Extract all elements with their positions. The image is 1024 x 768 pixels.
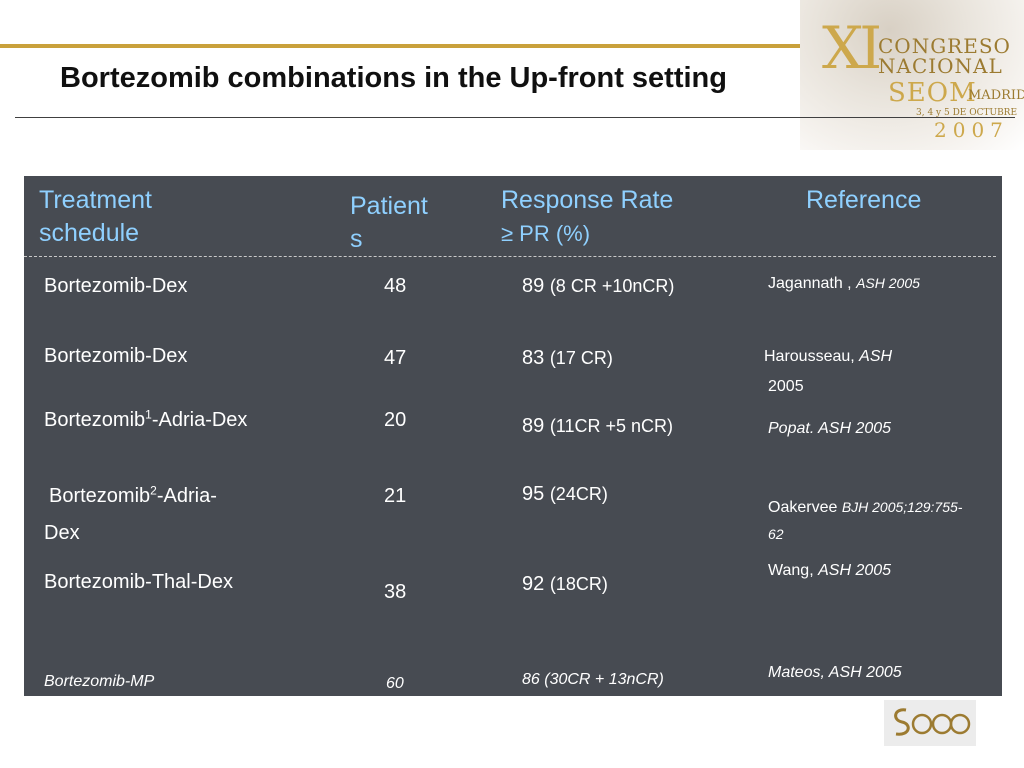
header-divider — [24, 256, 996, 257]
row1-response-detail: (8 CR +10nCR) — [549, 276, 675, 296]
header-patients-line2: s — [350, 225, 363, 253]
row4-response-detail: (24CR) — [549, 484, 608, 504]
row2-patients: 47 — [384, 347, 407, 369]
row2-response-value: 83 — [522, 347, 545, 369]
row6-patients: 60 — [386, 675, 404, 692]
row3-treatment: Bortezomib1-Adria-Dex — [44, 406, 247, 434]
row5-ref-author: Wang, — [768, 562, 819, 579]
header-response: Response Rate ≥ PR (%) — [501, 184, 673, 250]
logo-line-madrid: MADRID — [968, 88, 1024, 103]
logo-line-nacional: NACIONAL — [878, 54, 1003, 78]
seom-logo-mark — [894, 708, 971, 736]
row4-patients: 21 — [384, 485, 407, 507]
row4-treatment-drug: Bortezomib — [49, 485, 151, 507]
row6-reference: Mateos, ASH 2005 — [768, 664, 902, 681]
title-underline — [15, 117, 1015, 118]
row1-reference: Jagannath , ASH 2005 — [768, 268, 920, 299]
row4-ref-author: Oakervee — [768, 499, 842, 516]
logo-date: 3, 4 y 5 DE OCTUBRE — [916, 108, 1018, 118]
seom-logo — [884, 700, 976, 746]
row4-treatment-wrap: Dex — [44, 522, 80, 544]
row2-treatment: Bortezomib-Dex — [44, 345, 188, 367]
header-response-line2: ≥ PR (%) — [501, 221, 591, 246]
row5-ref-source: ASH 2005 — [818, 562, 892, 579]
row1-treatment: Bortezomib-Dex — [44, 275, 188, 297]
row3-treatment-rest: -Adria-Dex — [151, 409, 248, 431]
slide-title: Bortezomib combinations in the Up-front … — [60, 62, 727, 94]
row3-reference: Popat. ASH 2005 — [768, 420, 892, 437]
row1-ref-source: ASH 2005 — [856, 275, 920, 291]
row3-patients: 20 — [384, 409, 407, 431]
row1-patients: 48 — [384, 275, 407, 297]
logo-line-congreso: CONGRESO — [878, 34, 1011, 58]
header-treatment-line1: Treatment — [39, 186, 153, 214]
results-table: Treatment schedule Patient s Response Ra… — [24, 176, 1002, 696]
header-reference: Reference — [806, 186, 922, 214]
row2-response: 83 (17 CR) — [522, 344, 613, 372]
row3-response-value: 89 — [522, 415, 545, 437]
row1-response-value: 89 — [522, 275, 545, 297]
logo-year: 2007 — [934, 118, 1009, 142]
row5-response-value: 92 — [522, 573, 545, 595]
row4-treatment: Bortezomib2-Adria- Dex — [44, 482, 217, 547]
header-response-line1: Response Rate — [501, 186, 674, 214]
row3-treatment-drug: Bortezomib — [44, 409, 146, 431]
header-treatment-line2: schedule — [39, 219, 140, 247]
row1-response: 89 (8 CR +10nCR) — [522, 272, 674, 300]
row4-response-value: 95 — [522, 483, 545, 505]
congress-logo: XI CONGRESO NACIONAL SEOM MADRID 3, 4 y … — [800, 0, 1024, 150]
header-patients-line1: Patient — [350, 192, 428, 220]
row4-reference: Oakervee BJH 2005;129:755- 62 — [768, 492, 962, 545]
logo-mark: XI — [822, 14, 882, 82]
logo-line-seom: SEOM — [888, 78, 977, 108]
row3-response: 89 (11CR +5 nCR) — [522, 412, 673, 440]
row4-treatment-footnote: 2 — [150, 483, 157, 498]
header-patients: Patient s — [350, 190, 428, 256]
row5-reference: Wang, ASH 2005 — [768, 556, 891, 586]
row4-treatment-rest: -Adria- — [156, 485, 217, 507]
row5-treatment: Bortezomib-Thal-Dex — [44, 571, 233, 593]
row5-response-detail: (18CR) — [549, 574, 608, 594]
row2-ref-year: 2005 — [768, 378, 804, 395]
row4-response: 95 (24CR) — [522, 480, 608, 508]
top-accent-line — [0, 44, 840, 48]
row2-reference: Harousseau, ASH 2005 — [764, 342, 892, 402]
row6-treatment: Bortezomib-MP — [44, 673, 155, 690]
row2-response-detail: (17 CR) — [549, 348, 613, 368]
row3-treatment-footnote: 1 — [145, 407, 152, 422]
row3-response-detail: (11CR +5 nCR) — [549, 416, 674, 436]
row6-response: 86 (30CR + 13nCR) — [522, 671, 664, 688]
row2-ref-source: ASH — [859, 348, 893, 365]
logo-background — [800, 0, 1024, 150]
row4-ref-pages: 62 — [768, 526, 784, 542]
row5-response: 92 (18CR) — [522, 570, 608, 598]
row4-ref-source: BJH 2005;129:755- — [841, 499, 963, 515]
row1-ref-author: Jagannath , — [768, 275, 857, 292]
row5-patients: 38 — [384, 581, 407, 603]
row2-ref-author: Harousseau, — [764, 348, 860, 365]
header-treatment: Treatment schedule — [39, 184, 152, 250]
